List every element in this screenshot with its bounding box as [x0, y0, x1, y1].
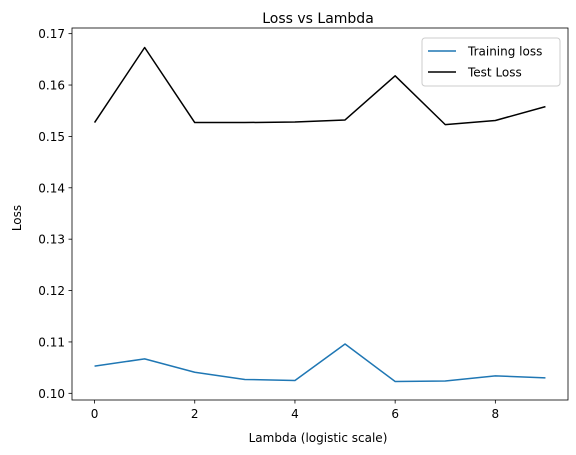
- y-tick-label: 0.16: [38, 79, 65, 93]
- series-line-training-loss: [94, 343, 546, 383]
- legend-box: [421, 37, 561, 87]
- chart-title: Loss vs Lambda: [262, 11, 374, 27]
- x-axis-label: Lambda (logistic scale): [249, 431, 388, 445]
- legend: Training loss Test Loss: [421, 37, 561, 87]
- x-tick-label: 6: [391, 407, 399, 421]
- y-tick-label: 0.14: [38, 181, 65, 195]
- x-tick-label: 0: [91, 407, 99, 421]
- x-tick-label: 8: [492, 407, 500, 421]
- x-axis: 0 2 4 6 8: [91, 400, 499, 421]
- y-tick-label: 0.11: [38, 335, 65, 349]
- y-tick-label: 0.13: [38, 233, 65, 247]
- y-tick-label: 0.15: [38, 130, 65, 144]
- plot-area-frame: [71, 27, 569, 401]
- y-axis-label: Loss: [10, 205, 24, 231]
- y-tick-label: 0.17: [38, 27, 65, 41]
- y-tick-label: 0.10: [38, 387, 65, 401]
- legend-label: Training loss: [467, 45, 542, 59]
- y-axis: 0.10 0.11 0.12 0.13 0.14 0.15 0.16 0.17: [38, 27, 72, 401]
- x-tick-label: 2: [191, 407, 199, 421]
- y-tick-label: 0.12: [38, 284, 65, 298]
- series-layer: [93, 46, 546, 383]
- legend-label: Test Loss: [467, 66, 522, 80]
- x-tick-label: 4: [291, 407, 299, 421]
- series-line-test-loss: [93, 46, 546, 126]
